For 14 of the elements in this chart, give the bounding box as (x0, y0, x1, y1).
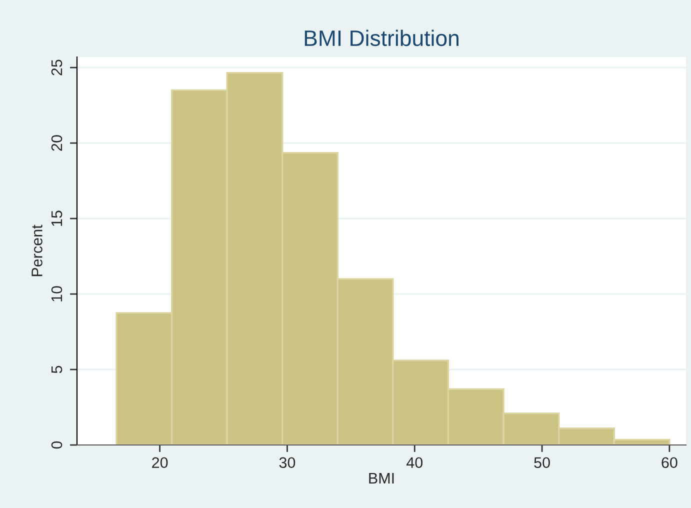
y-tick-label: 20 (51, 135, 62, 151)
y-tick-label: 10 (51, 286, 62, 302)
x-tick-label: 50 (534, 457, 550, 468)
y-tick-label: 5 (52, 366, 62, 374)
x-tick-label: 30 (279, 457, 296, 468)
x-tick-label: 20 (152, 457, 168, 468)
y-axis-title: Percent (32, 224, 42, 276)
y-tick-label: 0 (51, 441, 62, 449)
x-tick-label: 60 (662, 457, 678, 468)
chart-title: BMI Distribution (304, 30, 458, 46)
y-tick-label: 15 (52, 210, 62, 226)
x-axis-title: BMI (369, 472, 394, 484)
y-tick-label: 25 (51, 60, 62, 76)
x-tick-label: 40 (406, 457, 423, 468)
